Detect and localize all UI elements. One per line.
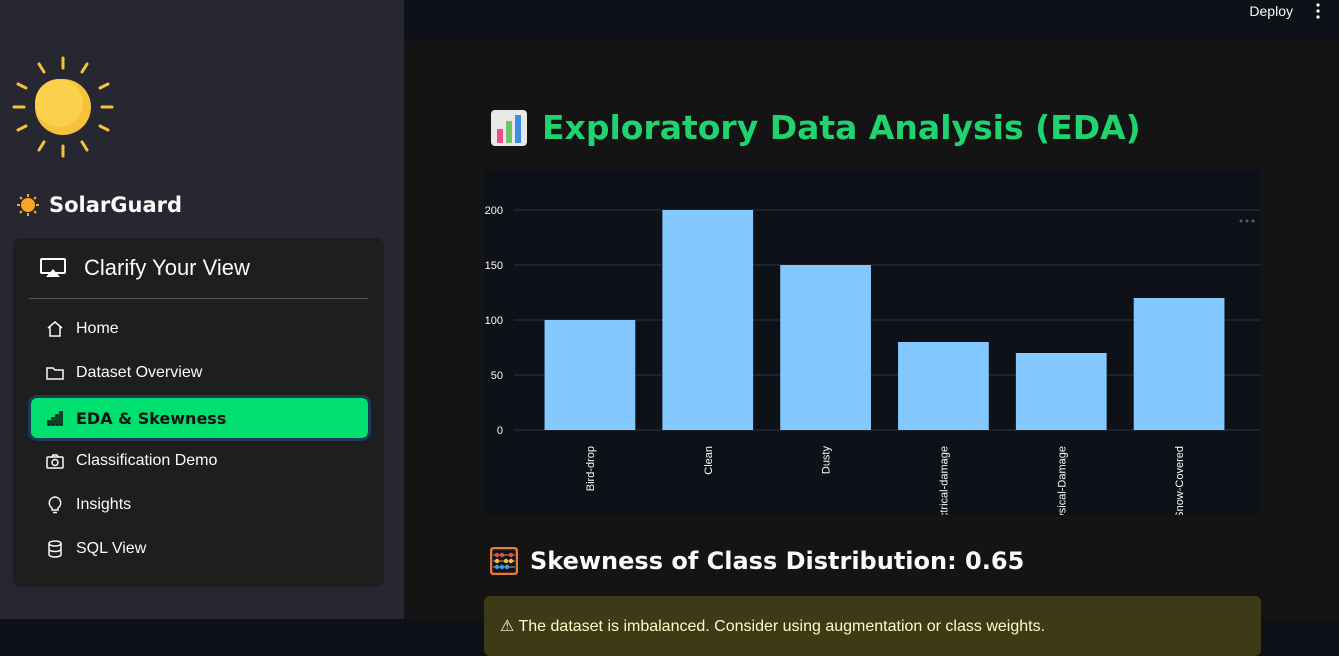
house-icon (47, 321, 63, 337)
camera-icon (46, 454, 64, 469)
folder-icon (46, 367, 64, 380)
bar (898, 342, 989, 430)
bar (662, 210, 754, 430)
bar-chart-emoji-icon (491, 109, 527, 146)
x-tick-label: Physical-Damage (1056, 446, 1068, 515)
menu-item-label: Insights (76, 496, 132, 513)
sidebar: SolarGuard Clarify Your View Home Datase… (0, 0, 404, 619)
page-title-text: Exploratory Data Analysis (EDA) (542, 108, 1141, 147)
x-tick-label: Bird-drop (585, 446, 597, 491)
section-title: Skewness of Class Distribution: 0.65 (490, 547, 1024, 575)
top-bar: Deploy (404, 0, 1339, 40)
brand-name: SolarGuard (49, 193, 183, 217)
nav-menu: Clarify Your View Home Dataset Overview … (13, 238, 384, 587)
chart-menu-dot (1245, 219, 1249, 223)
menu-title: Clarify Your View (84, 255, 250, 280)
x-tick-label: Clean (703, 446, 715, 475)
y-tick-label: 50 (491, 370, 503, 382)
sun-logo-icon (12, 56, 114, 158)
abacus-emoji-icon (490, 547, 518, 575)
menu-item-insights[interactable]: Insights (31, 485, 368, 525)
x-tick-label: Electrical-damage (938, 446, 950, 515)
section-title-text: Skewness of Class Distribution: 0.65 (530, 547, 1025, 575)
bar (780, 265, 871, 430)
y-tick-label: 150 (485, 260, 503, 272)
bar (544, 320, 636, 430)
menu-header: Clarify Your View (29, 238, 368, 299)
menu-item-label: SQL View (76, 540, 147, 557)
menu-item-label: EDA & Skewness (76, 408, 227, 428)
y-tick-label: 0 (497, 425, 503, 437)
page-title: Exploratory Data Analysis (EDA) (490, 108, 1141, 147)
deploy-button[interactable]: Deploy (1249, 3, 1293, 19)
main-content: Exploratory Data Analysis (EDA) 0 50 100 15… (404, 40, 1339, 656)
bar-chart-icon (47, 411, 63, 426)
bar (1133, 298, 1225, 430)
airplay-icon (40, 258, 66, 277)
menu-item-dataset-overview[interactable]: Dataset Overview (31, 353, 368, 393)
menu-item-label: Dataset Overview (76, 364, 203, 381)
chart-svg: 0 50 100 150 200 Bird-drop Clean Dusty Electrica… (485, 205, 1261, 515)
menu-item-home[interactable]: Home (31, 309, 368, 349)
y-tick-label: 200 (485, 205, 503, 217)
menu-item-sql-view[interactable]: SQL View (31, 529, 368, 569)
sun-emoji-icon (17, 194, 39, 216)
warning-text: ⚠ The dataset is imbalanced. Consider us… (500, 618, 1046, 635)
y-tick-label: 100 (485, 315, 503, 327)
lightbulb-icon (48, 496, 62, 514)
bar (1015, 353, 1107, 430)
menu-item-label: Classification Demo (76, 452, 218, 469)
menu-item-classification-demo[interactable]: Classification Demo (31, 441, 368, 481)
menu-item-eda-skewness[interactable]: EDA & Skewness (28, 395, 371, 441)
chart-menu-dot (1251, 219, 1255, 223)
x-tick-label: Snow-Covered (1174, 446, 1186, 515)
menu-item-label: Home (76, 320, 119, 337)
class-distribution-chart[interactable]: 0 50 100 150 200 Bird-drop Clean Dusty Electrica… (484, 170, 1261, 515)
kebab-menu-icon[interactable] (1315, 3, 1321, 19)
x-tick-label: Dusty (821, 446, 833, 475)
database-icon (48, 540, 62, 558)
imbalance-warning: ⚠ The dataset is imbalanced. Consider us… (484, 596, 1261, 656)
brand: SolarGuard (16, 193, 182, 217)
chart-menu-dot (1239, 219, 1243, 223)
